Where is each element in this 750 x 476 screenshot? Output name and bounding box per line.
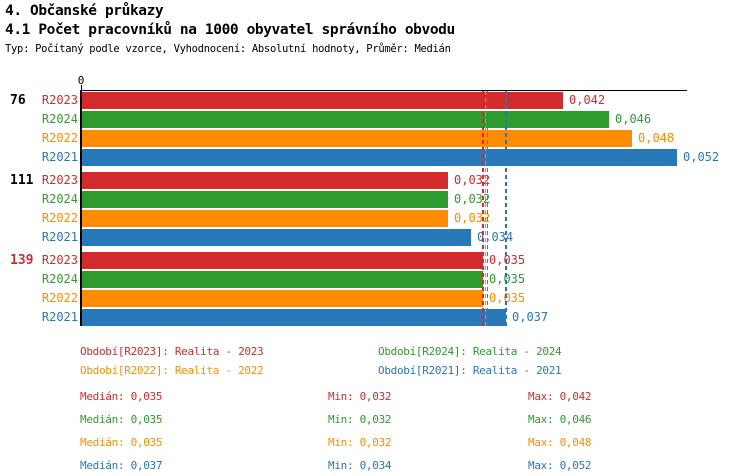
series-label-R2024: R2024 bbox=[41, 272, 78, 286]
bar-value-139-R2022: 0,035 bbox=[489, 291, 526, 305]
group-label-139: 139 bbox=[10, 253, 34, 268]
bar-76-R2023[interactable] bbox=[82, 92, 563, 109]
chart-meta-line: Typ: Počítaný podle vzorce, Vyhodnocení:… bbox=[5, 43, 451, 55]
series-label-R2023: R2023 bbox=[41, 93, 78, 107]
bar-value-76-R2021: 0,052 bbox=[683, 150, 720, 164]
bar-111-R2024[interactable] bbox=[82, 191, 448, 208]
bar-139-R2023[interactable] bbox=[82, 252, 483, 269]
chart-title: 4.1 Počet pracovníků na 1000 obyvatel sp… bbox=[5, 22, 455, 38]
bar-value-111-R2024: 0,032 bbox=[454, 192, 491, 206]
stat-median-R2023: Medián: 0,035 bbox=[80, 390, 163, 403]
bar-value-139-R2023: 0,035 bbox=[489, 253, 526, 267]
bar-76-R2024[interactable] bbox=[82, 111, 609, 128]
x-axis-tick bbox=[81, 85, 82, 90]
legend-item-R2024: Období[R2024]: Realita - 2024 bbox=[378, 345, 562, 358]
bar-139-R2022[interactable] bbox=[82, 290, 483, 307]
series-label-R2024: R2024 bbox=[41, 112, 78, 126]
series-label-R2022: R2022 bbox=[41, 211, 78, 225]
series-label-R2023: R2023 bbox=[41, 173, 78, 187]
bar-value-76-R2022: 0,048 bbox=[638, 131, 675, 145]
bar-139-R2024[interactable] bbox=[82, 271, 483, 288]
bar-111-R2023[interactable] bbox=[82, 172, 448, 189]
stat-min-R2024: Min: 0,032 bbox=[328, 413, 392, 426]
median-line-R2021 bbox=[505, 91, 507, 326]
series-label-R2021: R2021 bbox=[41, 310, 78, 324]
bar-111-R2022[interactable] bbox=[82, 210, 448, 227]
bar-76-R2022[interactable] bbox=[82, 130, 632, 147]
bar-value-111-R2023: 0,032 bbox=[454, 173, 491, 187]
series-label-R2021: R2021 bbox=[41, 150, 78, 164]
stat-max-R2022: Max: 0,048 bbox=[528, 436, 592, 449]
median-line-R2024 bbox=[487, 91, 488, 326]
series-label-R2023: R2023 bbox=[41, 253, 78, 267]
x-axis-line bbox=[80, 90, 687, 91]
stat-median-R2022: Medián: 0,035 bbox=[80, 436, 163, 449]
bar-value-139-R2024: 0,035 bbox=[489, 272, 526, 286]
stat-min-R2022: Min: 0,032 bbox=[328, 436, 392, 449]
bar-value-139-R2021: 0,037 bbox=[512, 310, 549, 324]
bar-value-76-R2023: 0,042 bbox=[569, 93, 606, 107]
stat-median-R2024: Medián: 0,035 bbox=[80, 413, 163, 426]
bar-139-R2021[interactable] bbox=[82, 309, 506, 326]
median-line-R2023 bbox=[482, 91, 484, 326]
bar-111-R2021[interactable] bbox=[82, 229, 471, 246]
median-line-R2022 bbox=[485, 91, 486, 326]
series-label-R2024: R2024 bbox=[41, 192, 78, 206]
y-axis-line bbox=[80, 90, 82, 326]
stat-max-R2023: Max: 0,042 bbox=[528, 390, 592, 403]
group-label-111: 111 bbox=[10, 173, 34, 188]
bar-value-111-R2022: 0,032 bbox=[454, 211, 491, 225]
stat-max-R2021: Max: 0,052 bbox=[528, 459, 592, 472]
x-axis-origin-label: 0 bbox=[77, 74, 85, 87]
legend-item-R2023: Období[R2023]: Realita - 2023 bbox=[80, 345, 264, 358]
stat-min-R2023: Min: 0,032 bbox=[328, 390, 392, 403]
series-label-R2022: R2022 bbox=[41, 291, 78, 305]
stat-min-R2021: Min: 0,034 bbox=[328, 459, 392, 472]
stat-max-R2024: Max: 0,046 bbox=[528, 413, 592, 426]
bar-76-R2021[interactable] bbox=[82, 149, 677, 166]
series-label-R2021: R2021 bbox=[41, 230, 78, 244]
series-label-R2022: R2022 bbox=[41, 131, 78, 145]
legend-item-R2021: Období[R2021]: Realita - 2021 bbox=[378, 364, 562, 377]
group-label-76: 76 bbox=[10, 93, 26, 108]
bar-value-111-R2021: 0,034 bbox=[477, 230, 514, 244]
bar-value-76-R2024: 0,046 bbox=[615, 112, 652, 126]
stat-median-R2021: Medián: 0,037 bbox=[80, 459, 163, 472]
legend-item-R2022: Období[R2022]: Realita - 2022 bbox=[80, 364, 264, 377]
page-title: 4. Občanské průkazy bbox=[5, 3, 164, 19]
